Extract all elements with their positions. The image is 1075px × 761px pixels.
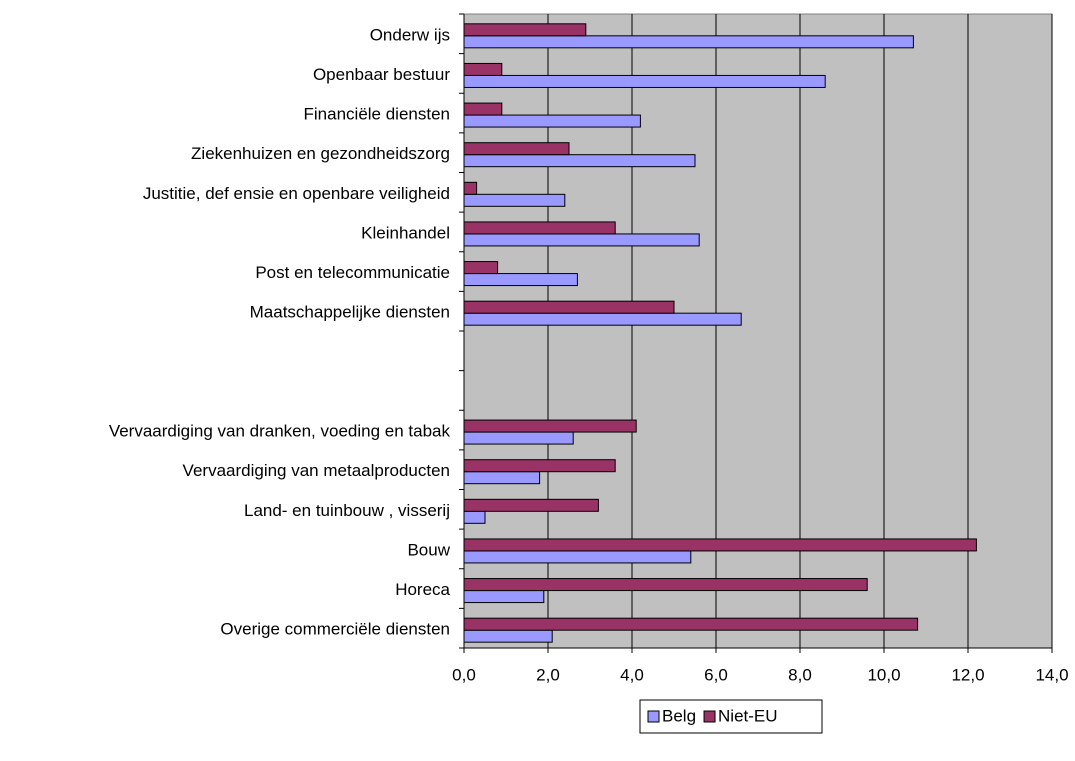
- bar: [463, 193, 566, 207]
- legend-box: [639, 699, 823, 734]
- bar: [463, 550, 692, 564]
- bar: [463, 181, 478, 195]
- bar: [463, 35, 914, 49]
- bar: [463, 617, 919, 631]
- bar: [463, 498, 599, 512]
- y-tick-label: Vervaardiging van dranken, voeding en ta…: [109, 422, 451, 441]
- bar: [463, 590, 545, 604]
- bar: [463, 142, 570, 156]
- y-tick-label: Financiële diensten: [304, 105, 450, 124]
- bar: [463, 538, 977, 552]
- y-tick-label: Overige commerciële diensten: [220, 620, 450, 639]
- bar: [463, 419, 637, 433]
- legend-label: Belg: [662, 706, 696, 725]
- bar: [463, 471, 541, 485]
- bar: [463, 578, 868, 592]
- bar: [463, 102, 503, 116]
- y-tick-label: Land- en tuinbouw , visserij: [244, 501, 450, 520]
- x-tick-label: 6,0: [704, 665, 728, 684]
- bar: [463, 459, 616, 473]
- y-tick-label: Kleinhandel: [361, 223, 450, 242]
- y-tick-label: Horeca: [395, 580, 450, 599]
- bar: [463, 221, 616, 235]
- x-tick-label: 12,0: [951, 665, 984, 684]
- legend-label: Niet-EU: [718, 706, 778, 725]
- x-tick-label: 8,0: [788, 665, 812, 684]
- y-tick-label: Ziekenhuizen en gezondheidszorg: [191, 144, 450, 163]
- y-tick-label: Vervaardiging van metaalproducten: [183, 461, 450, 480]
- x-tick-label: 4,0: [620, 665, 644, 684]
- x-tick-label: 2,0: [536, 665, 560, 684]
- bar: [463, 261, 499, 275]
- bar: [463, 273, 578, 287]
- x-tick-label: 10,0: [867, 665, 900, 684]
- y-tick-label: Openbaar bestuur: [313, 65, 450, 84]
- bar: [463, 312, 742, 326]
- bar: [463, 23, 587, 37]
- bar: [463, 233, 700, 247]
- x-tick-label: 0,0: [452, 665, 476, 684]
- bar: [463, 431, 574, 445]
- bar: [463, 62, 503, 76]
- x-tick-label: 14,0: [1035, 665, 1068, 684]
- bar: [463, 74, 826, 88]
- y-tick-label: Maatschappelijke diensten: [250, 303, 450, 322]
- bar: [463, 154, 696, 168]
- y-tick-label: Post en telecommunicatie: [255, 263, 450, 282]
- y-tick-label: Justitie, def ensie en openbare veilighe…: [143, 184, 450, 203]
- legend-swatch: [703, 710, 716, 723]
- bar: [463, 114, 641, 128]
- bar: [463, 629, 553, 643]
- y-tick-label: Bouw: [407, 540, 450, 559]
- bar: [463, 300, 675, 314]
- bar: [463, 510, 486, 524]
- legend-swatch: [647, 710, 660, 723]
- y-tick-label: Onderw ijs: [370, 25, 450, 44]
